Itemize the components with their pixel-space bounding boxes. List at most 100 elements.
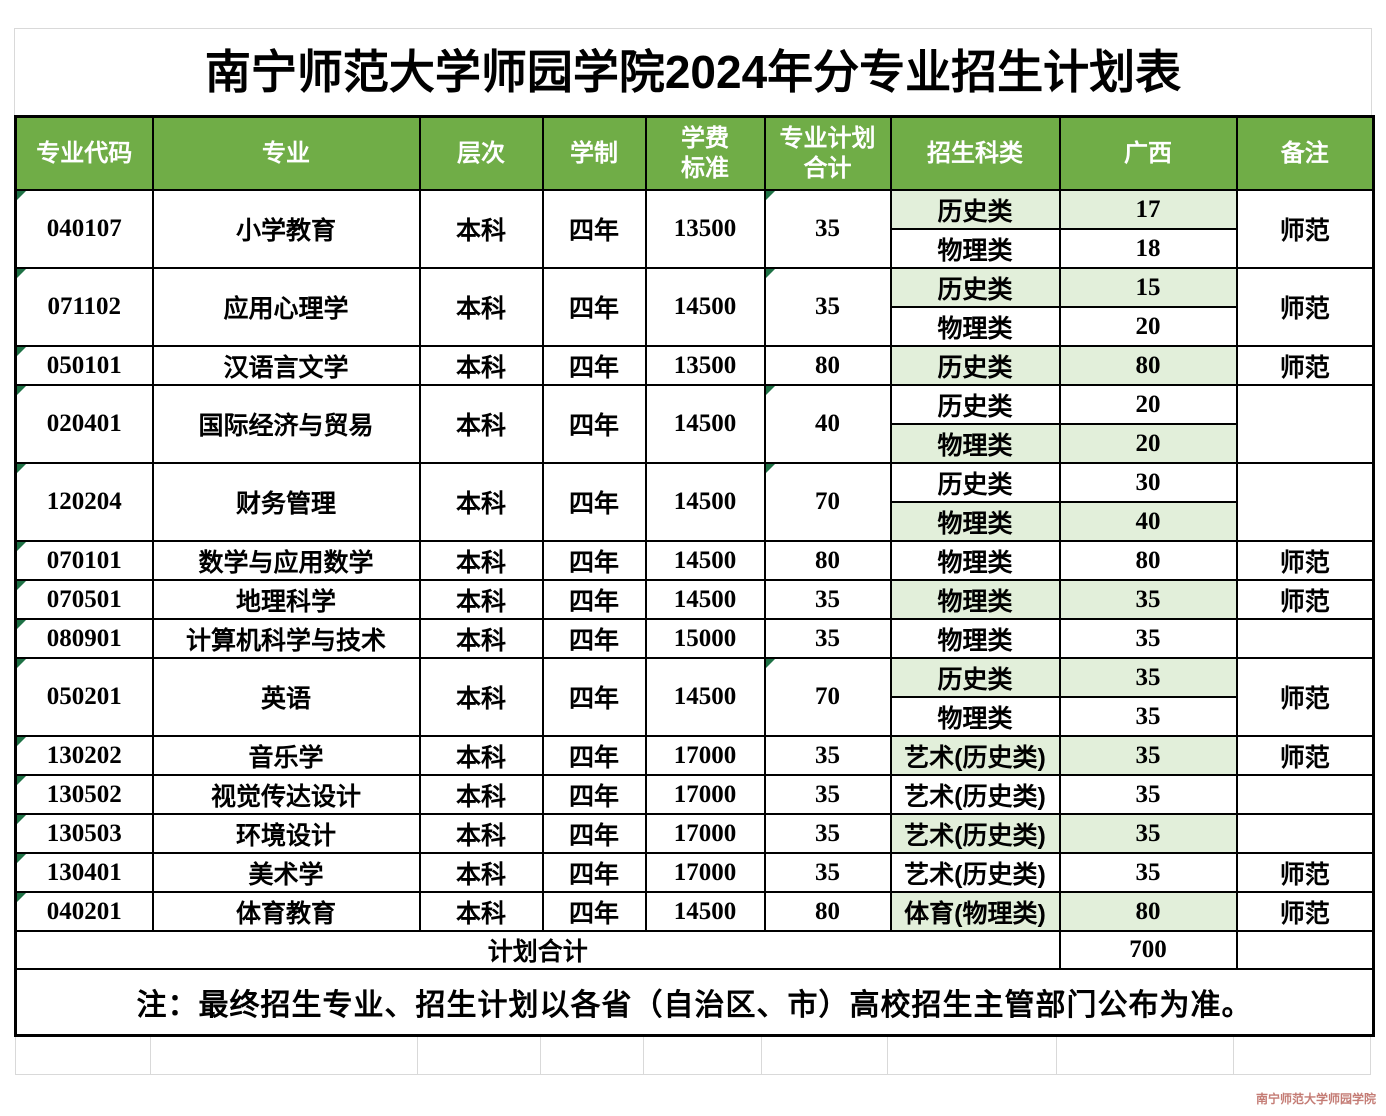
plan-total-cell: 80 — [763, 891, 892, 932]
level-cell: 本科 — [418, 462, 544, 542]
category-cell: 物理类 — [889, 228, 1061, 269]
corner-indicator-icon — [766, 465, 775, 473]
table-row: 050101 汉语言文学 本科 四年 13500 80 历史类 80 师范 — [14, 345, 1375, 386]
duration-cell: 四年 — [541, 540, 647, 581]
major-name-cell: 汉语言文学 — [151, 345, 421, 386]
plan-total-cell: 35 — [763, 579, 892, 620]
corner-indicator-icon — [17, 777, 26, 785]
category-cell: 艺术(历史类) — [889, 774, 1061, 815]
remark-cell — [1235, 384, 1375, 464]
empty-grid-cell — [541, 1037, 644, 1074]
level-cell: 本科 — [418, 657, 544, 737]
guangxi-count-cell: 18 — [1058, 228, 1238, 269]
duration-cell: 四年 — [541, 618, 647, 659]
duration-cell: 四年 — [541, 189, 647, 269]
major-name-cell: 小学教育 — [151, 189, 421, 269]
major-name-cell: 音乐学 — [151, 735, 421, 776]
tuition-cell: 14500 — [644, 540, 766, 581]
table-row: 070101 数学与应用数学 本科 四年 14500 80 物理类 80 师范 — [14, 540, 1375, 581]
category-cell: 物理类 — [889, 696, 1061, 737]
corner-indicator-icon — [17, 855, 26, 863]
tuition-cell: 14500 — [644, 462, 766, 542]
empty-grid-cell — [1057, 1037, 1235, 1074]
guangxi-count-cell: 35 — [1058, 735, 1238, 776]
corner-indicator-icon — [17, 660, 26, 668]
corner-indicator-icon — [766, 192, 775, 200]
corner-indicator-icon — [766, 660, 775, 668]
remark-cell: 师范 — [1235, 852, 1375, 893]
table-row: 050201 英语 本科 四年 14500 70 历史类 35 师范 — [14, 657, 1375, 737]
header-major: 专业 — [151, 115, 421, 191]
header-row: 专业代码 专业 层次 学制 学费 标准 专业计划 合计 招生科类 广西 备注 — [14, 115, 1375, 191]
page-title: 南宁师范大学师园学院2024年分专业招生计划表 — [14, 28, 1372, 115]
major-code-cell: 130401 — [14, 852, 154, 893]
guangxi-count-cell: 20 — [1058, 306, 1238, 347]
category-cell: 物理类 — [889, 423, 1061, 464]
level-cell: 本科 — [418, 735, 544, 776]
major-code-cell: 071102 — [14, 267, 154, 347]
duration-cell: 四年 — [541, 813, 647, 854]
major-name-cell: 计算机科学与技术 — [151, 618, 421, 659]
note-cell: 注：最终招生专业、招生计划以各省（自治区、市）高校招生主管部门公布为准。 — [14, 968, 1375, 1037]
duration-cell: 四年 — [541, 384, 647, 464]
header-duration: 学制 — [541, 115, 647, 191]
corner-indicator-icon — [17, 621, 26, 629]
major-code-cell: 070101 — [14, 540, 154, 581]
summary-guangxi-total-cell: 700 — [1058, 930, 1238, 970]
table-row: 130202 音乐学 本科 四年 17000 35 艺术(历史类) 35 师范 — [14, 735, 1375, 776]
duration-cell: 四年 — [541, 267, 647, 347]
header-major-code: 专业代码 — [14, 115, 154, 191]
corner-indicator-icon — [766, 387, 775, 395]
header-plan-total: 专业计划 合计 — [763, 115, 892, 191]
category-cell: 物理类 — [889, 618, 1061, 659]
plan-total-cell: 80 — [763, 540, 892, 581]
category-cell: 艺术(历史类) — [889, 813, 1061, 854]
plan-total-cell: 70 — [763, 657, 892, 737]
table-row: 物理类 40 — [16, 501, 1374, 542]
plan-total-cell: 35 — [763, 267, 892, 347]
table-row: 040201 体育教育 本科 四年 14500 80 体育(物理类) 80 师范 — [14, 891, 1375, 932]
major-code-cell: 020401 — [14, 384, 154, 464]
plan-total-cell: 35 — [763, 618, 892, 659]
remark-cell: 师范 — [1235, 540, 1375, 581]
corner-indicator-icon — [17, 582, 26, 590]
guangxi-count-cell: 15 — [1058, 267, 1238, 308]
remark-cell — [1235, 813, 1375, 854]
category-cell: 历史类 — [889, 462, 1061, 503]
guangxi-count-cell: 35 — [1058, 813, 1238, 854]
empty-grid-cell — [644, 1037, 763, 1074]
level-cell: 本科 — [418, 891, 544, 932]
duration-cell: 四年 — [541, 891, 647, 932]
category-cell: 艺术(历史类) — [889, 735, 1061, 776]
major-name-cell: 财务管理 — [151, 462, 421, 542]
table-row: 120204 财务管理 本科 四年 14500 70 历史类 30 — [14, 462, 1375, 542]
plan-total-cell: 35 — [763, 189, 892, 269]
table-row: 物理类 20 — [16, 423, 1374, 464]
level-cell: 本科 — [418, 579, 544, 620]
duration-cell: 四年 — [541, 462, 647, 542]
tuition-cell: 14500 — [644, 384, 766, 464]
empty-grid-cell — [888, 1037, 1058, 1074]
corner-indicator-icon — [17, 348, 26, 356]
corner-indicator-icon — [17, 738, 26, 746]
sheet-area: 南宁师范大学师园学院2024年分专业招生计划表 专业代码 专业 层次 学制 学费… — [14, 28, 1375, 1075]
major-code-cell: 130502 — [14, 774, 154, 815]
tuition-cell: 17000 — [644, 735, 766, 776]
guangxi-count-cell: 80 — [1058, 345, 1238, 386]
header-level: 层次 — [418, 115, 544, 191]
category-cell: 历史类 — [889, 267, 1061, 308]
remark-cell: 师范 — [1235, 735, 1375, 776]
level-cell: 本科 — [418, 384, 544, 464]
plan-total-cell: 35 — [763, 813, 892, 854]
major-code-cell: 080901 — [14, 618, 154, 659]
tuition-cell: 14500 — [644, 657, 766, 737]
tuition-cell: 17000 — [644, 813, 766, 854]
category-cell: 物理类 — [889, 540, 1061, 581]
level-cell: 本科 — [418, 189, 544, 269]
major-code-cell: 050101 — [14, 345, 154, 386]
empty-grid-row — [15, 1037, 1371, 1075]
header-category: 招生科类 — [889, 115, 1061, 191]
table-footer: 计划合计 700 注：最终招生专业、招生计划以各省（自治区、市）高校招生主管部门… — [14, 930, 1375, 1037]
guangxi-count-cell: 20 — [1058, 423, 1238, 464]
